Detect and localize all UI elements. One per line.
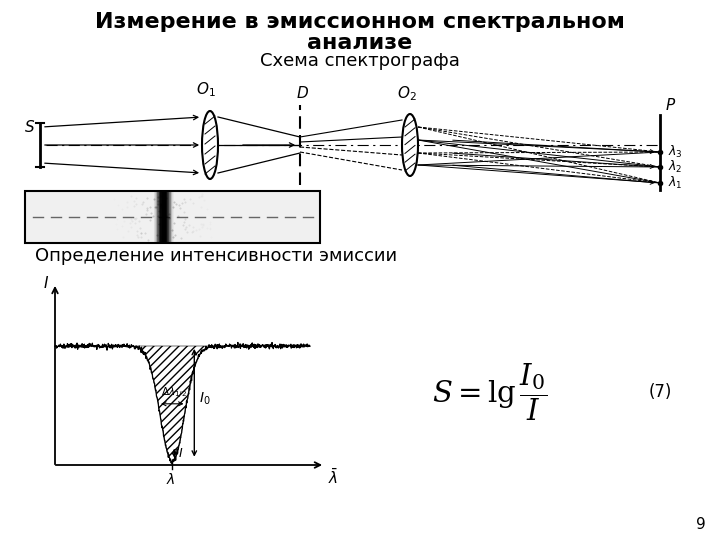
Text: $\lambda_2$: $\lambda_2$ — [668, 159, 683, 175]
Text: P: P — [666, 98, 675, 113]
Bar — [25, 191, 320, 243]
Text: S: S — [25, 120, 35, 135]
Text: (7): (7) — [648, 383, 672, 401]
Text: $I$: $I$ — [179, 447, 184, 460]
Text: $\Delta\lambda_{1/2}$: $\Delta\lambda_{1/2}$ — [161, 386, 187, 401]
Text: $\bar{\lambda}$: $\bar{\lambda}$ — [328, 468, 338, 487]
Text: Схема спектрографа: Схема спектрографа — [260, 52, 460, 70]
Text: 9: 9 — [696, 517, 706, 532]
Text: $O_2$: $O_2$ — [397, 84, 417, 103]
Text: $I_0$: $I_0$ — [199, 390, 211, 407]
Ellipse shape — [402, 114, 418, 176]
Text: D: D — [296, 86, 308, 101]
Text: анализе: анализе — [307, 33, 413, 53]
Text: Определение интенсивности эмиссии: Определение интенсивности эмиссии — [35, 247, 397, 265]
Text: $S = \lg\dfrac{I_0}{I}$: $S = \lg\dfrac{I_0}{I}$ — [433, 361, 548, 423]
Text: $O_1$: $O_1$ — [196, 80, 216, 99]
Ellipse shape — [202, 111, 218, 179]
Text: Измерение в эмиссионном спектральном: Измерение в эмиссионном спектральном — [95, 12, 625, 32]
Text: $\lambda_1$: $\lambda_1$ — [668, 175, 683, 191]
Text: $\lambda$: $\lambda$ — [166, 472, 175, 487]
Text: $I$: $I$ — [43, 275, 49, 291]
Text: $\lambda_3$: $\lambda_3$ — [668, 144, 683, 160]
